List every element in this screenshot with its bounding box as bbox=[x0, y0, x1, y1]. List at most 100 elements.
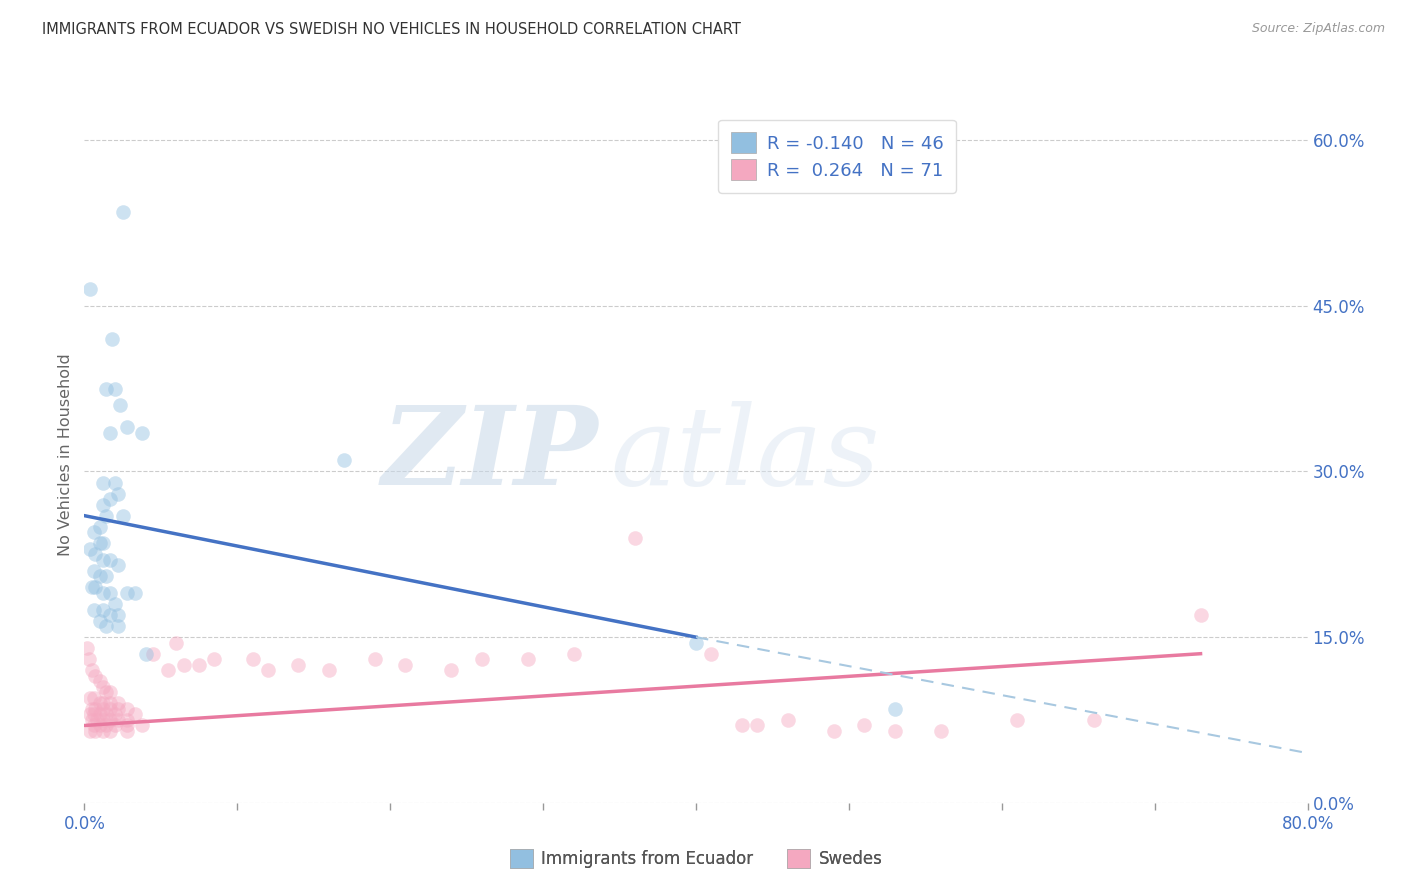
Point bbox=[115, 724, 138, 739]
Point bbox=[91, 498, 114, 512]
Point bbox=[98, 586, 121, 600]
Point bbox=[86, 713, 108, 727]
Point bbox=[107, 697, 129, 711]
Point bbox=[89, 614, 111, 628]
Point bbox=[84, 669, 107, 683]
Point bbox=[91, 697, 114, 711]
Point bbox=[94, 569, 117, 583]
Point bbox=[84, 724, 107, 739]
Point bbox=[333, 453, 356, 467]
Point bbox=[89, 674, 111, 689]
Point bbox=[242, 652, 264, 666]
Point bbox=[91, 536, 114, 550]
Point bbox=[124, 707, 146, 722]
Point bbox=[135, 647, 157, 661]
Point bbox=[98, 553, 121, 567]
Point bbox=[91, 602, 114, 616]
Point bbox=[91, 724, 114, 739]
Point bbox=[91, 702, 114, 716]
Point bbox=[98, 697, 121, 711]
Legend: Immigrants from Ecuador, Swedes: Immigrants from Ecuador, Swedes bbox=[503, 842, 889, 874]
Point bbox=[440, 663, 463, 677]
Point bbox=[776, 713, 799, 727]
Point bbox=[1005, 713, 1028, 727]
Point bbox=[76, 641, 98, 656]
Point bbox=[94, 508, 117, 523]
Point bbox=[91, 713, 114, 727]
Point bbox=[318, 663, 340, 677]
Point bbox=[747, 718, 769, 732]
Point bbox=[562, 647, 585, 661]
Point bbox=[83, 707, 105, 722]
Point bbox=[79, 541, 101, 556]
Point bbox=[1083, 713, 1105, 727]
Point bbox=[91, 553, 114, 567]
Point bbox=[89, 697, 111, 711]
Point bbox=[108, 398, 131, 412]
Point bbox=[115, 718, 138, 732]
Point bbox=[84, 581, 107, 595]
Point bbox=[131, 718, 153, 732]
Point bbox=[173, 657, 195, 672]
Point bbox=[94, 707, 117, 722]
Point bbox=[98, 713, 121, 727]
Text: atlas: atlas bbox=[610, 401, 880, 508]
Point bbox=[471, 652, 494, 666]
Point bbox=[83, 602, 105, 616]
Point bbox=[516, 652, 538, 666]
Point bbox=[84, 547, 107, 561]
Point bbox=[89, 707, 111, 722]
Point bbox=[853, 718, 876, 732]
Text: Source: ZipAtlas.com: Source: ZipAtlas.com bbox=[1251, 22, 1385, 36]
Point bbox=[115, 713, 138, 727]
Point bbox=[79, 707, 101, 722]
Point bbox=[257, 663, 280, 677]
Point bbox=[83, 525, 105, 540]
Point bbox=[98, 685, 121, 699]
Point bbox=[77, 652, 100, 666]
Point bbox=[124, 586, 146, 600]
Point bbox=[107, 713, 129, 727]
Point bbox=[883, 702, 905, 716]
Y-axis label: No Vehicles in Household: No Vehicles in Household bbox=[58, 353, 73, 557]
Point bbox=[89, 536, 111, 550]
Point bbox=[107, 486, 129, 500]
Point bbox=[98, 608, 121, 623]
Point bbox=[131, 425, 153, 440]
Point bbox=[94, 619, 117, 633]
Point bbox=[79, 282, 101, 296]
Point bbox=[98, 702, 121, 716]
Point bbox=[98, 425, 121, 440]
Point bbox=[80, 702, 103, 716]
Point bbox=[89, 569, 111, 583]
Point bbox=[700, 647, 723, 661]
Point bbox=[624, 531, 647, 545]
Point bbox=[91, 586, 114, 600]
Point bbox=[142, 647, 165, 661]
Point bbox=[101, 332, 124, 346]
Point bbox=[91, 680, 114, 694]
Point bbox=[157, 663, 180, 677]
Point bbox=[107, 608, 129, 623]
Point bbox=[104, 475, 127, 490]
Point bbox=[89, 718, 111, 732]
Point bbox=[1189, 608, 1212, 623]
Point bbox=[84, 702, 107, 716]
Point bbox=[104, 707, 127, 722]
Point bbox=[104, 597, 127, 611]
Point bbox=[98, 492, 121, 507]
Point bbox=[104, 382, 127, 396]
Point bbox=[107, 558, 129, 573]
Text: IMMIGRANTS FROM ECUADOR VS SWEDISH NO VEHICLES IN HOUSEHOLD CORRELATION CHART: IMMIGRANTS FROM ECUADOR VS SWEDISH NO VE… bbox=[42, 22, 741, 37]
Point bbox=[107, 619, 129, 633]
Point bbox=[394, 657, 416, 672]
Point bbox=[80, 713, 103, 727]
Point bbox=[83, 564, 105, 578]
Point bbox=[107, 702, 129, 716]
Point bbox=[80, 663, 103, 677]
Point bbox=[111, 205, 134, 219]
Point bbox=[94, 685, 117, 699]
Point bbox=[80, 581, 103, 595]
Point bbox=[111, 508, 134, 523]
Point bbox=[104, 718, 127, 732]
